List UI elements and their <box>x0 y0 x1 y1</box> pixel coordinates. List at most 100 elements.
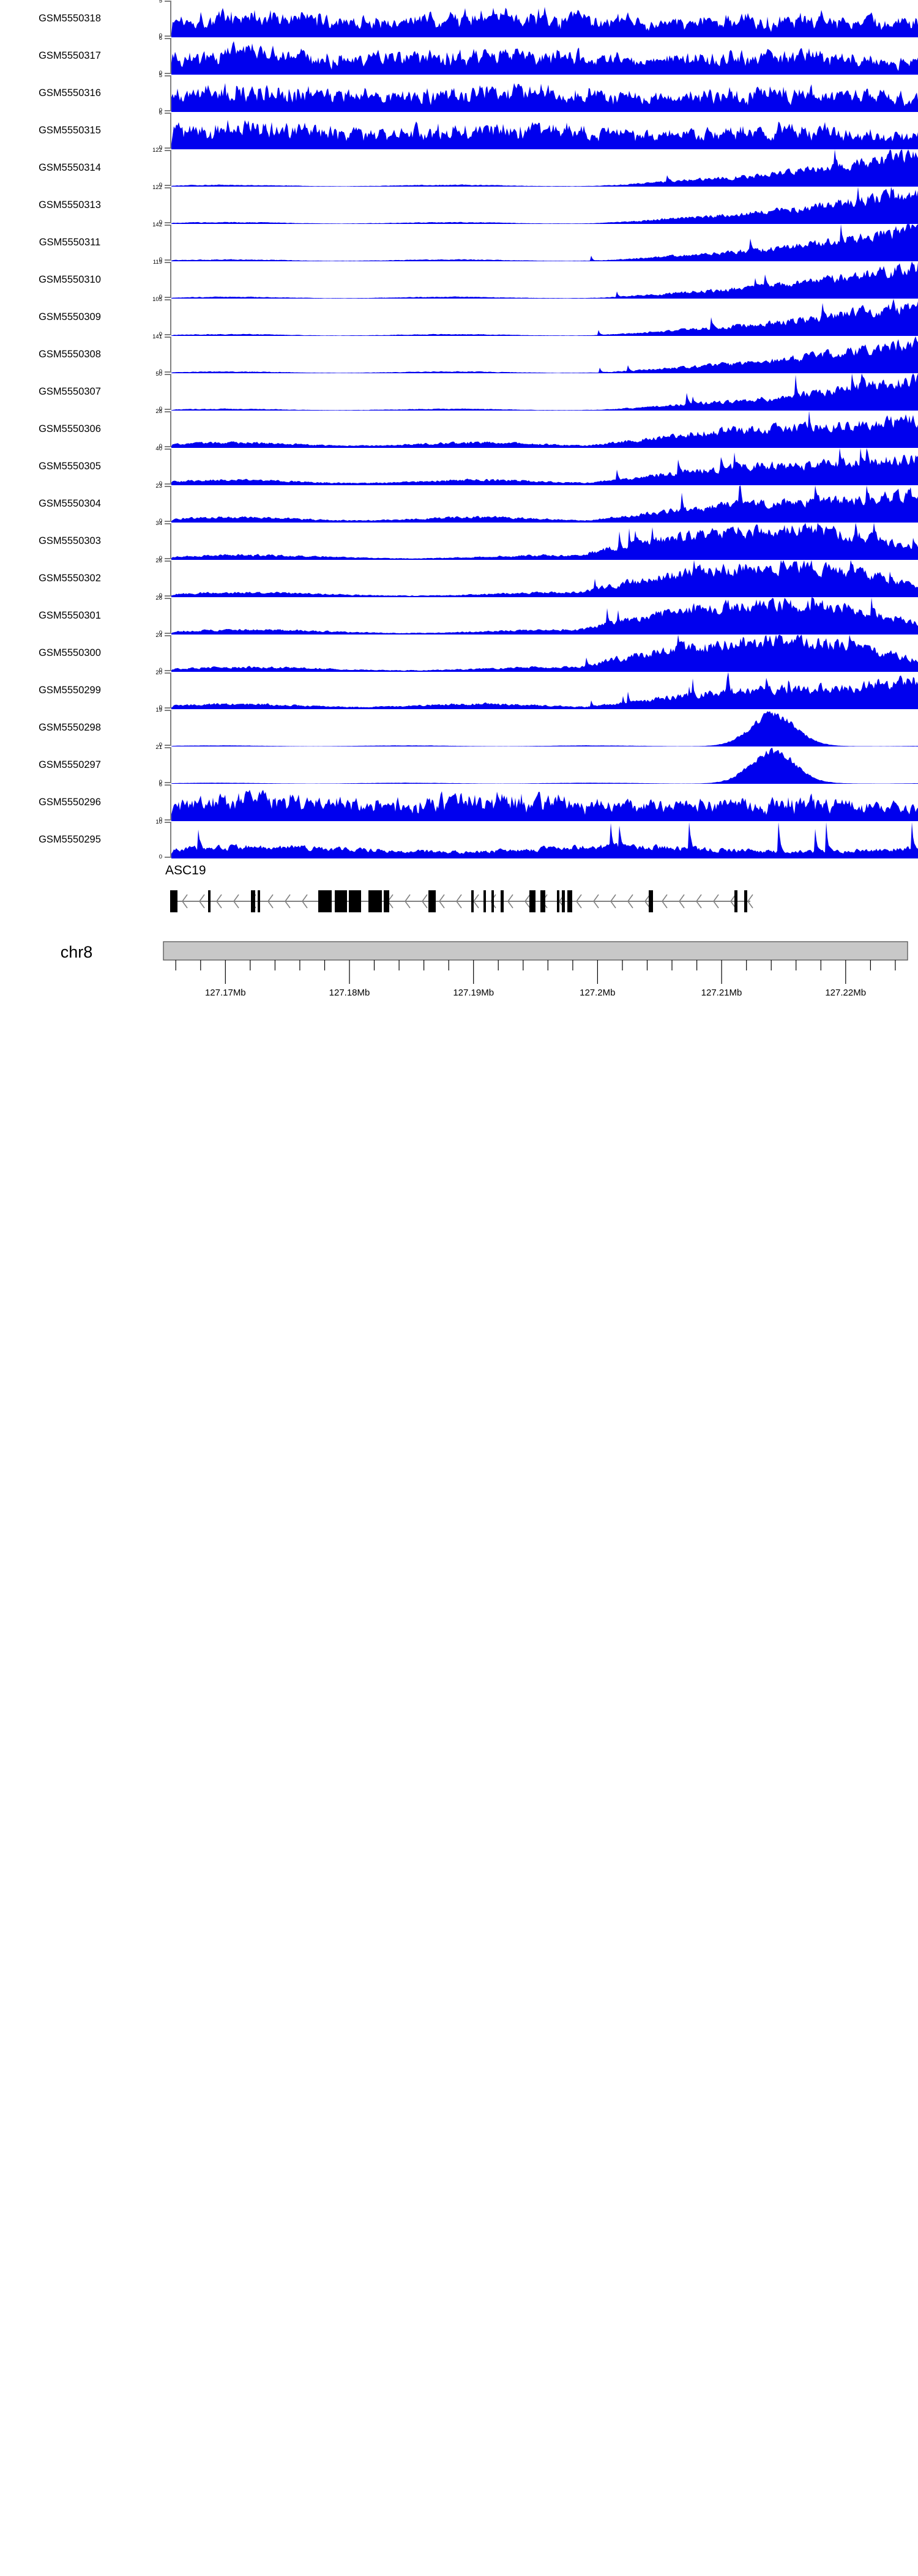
coverage-plot-area[interactable] <box>171 746 918 784</box>
y-axis-min-value: 0 <box>159 406 162 412</box>
exon-box <box>529 890 536 912</box>
coverage-track: GSM5550295 10 0 <box>0 819 918 860</box>
coverage-track: GSM5550309 105 0 <box>0 297 918 338</box>
y-axis-min-value: 0 <box>159 331 162 338</box>
track-label-GSM5550303: GSM5550303 <box>39 535 101 546</box>
coverage-plot-area[interactable] <box>171 821 918 858</box>
coverage-tracks-container: GSM5550318 5 0 GSM5550317 6 0 GSM5550316 5 0 GSM5… <box>0 0 918 860</box>
coverage-track: GSM5550296 6 0 <box>0 782 918 822</box>
y-axis-tick-max <box>165 38 170 39</box>
y-axis-tick-max <box>165 225 170 226</box>
track-y-axis: 141 0 <box>142 333 173 375</box>
y-axis-spine <box>170 225 171 261</box>
y-axis-min-value: 0 <box>159 32 162 39</box>
y-axis-min-value: 0 <box>159 368 162 375</box>
y-axis-tick-min <box>165 297 170 298</box>
y-axis-min-value: 0 <box>159 555 162 562</box>
coverage-plot-area[interactable] <box>171 37 918 75</box>
y-axis-tick-min <box>165 745 170 746</box>
coverage-area <box>171 711 918 746</box>
y-axis-max-value: 119 <box>152 259 162 266</box>
coverage-track: GSM5550313 122 0 <box>0 184 918 225</box>
strand-arrow <box>285 894 291 909</box>
coverage-plot-area[interactable] <box>171 411 918 448</box>
coverage-plot-area[interactable] <box>171 635 918 672</box>
track-y-axis: 28 0 <box>142 409 173 450</box>
coverage-track: GSM5550317 6 0 <box>0 35 918 76</box>
y-axis-max-value: 122 <box>152 184 162 191</box>
coverage-plot-area[interactable] <box>171 112 918 149</box>
coverage-plot-area[interactable] <box>171 299 918 336</box>
track-y-axis: 23 0 <box>142 483 173 524</box>
gene-model[interactable] <box>165 885 900 917</box>
exon-box <box>540 890 545 912</box>
coverage-track: GSM5550301 28 0 <box>0 595 918 636</box>
coverage-area <box>171 411 918 448</box>
gene-annotation-track: ASC19 <box>0 858 918 938</box>
y-axis-spine <box>170 635 171 671</box>
coverage-plot-area[interactable] <box>171 224 918 261</box>
strand-arrow <box>747 894 753 909</box>
track-y-axis: 28 0 <box>142 595 173 636</box>
coverage-track: GSM5550314 122 0 <box>0 147 918 188</box>
coverage-area <box>171 261 918 299</box>
coverage-plot-area[interactable] <box>171 149 918 187</box>
y-axis-tick-min <box>165 259 170 261</box>
y-axis-spine <box>170 150 171 186</box>
y-axis-spine <box>170 411 171 447</box>
y-axis-tick-min <box>165 483 170 485</box>
chromosome-label: chr8 <box>60 943 93 961</box>
track-label-GSM5550301: GSM5550301 <box>39 610 101 621</box>
coverage-plot-area[interactable] <box>171 0 918 37</box>
coverage-track: GSM5550307 50 0 <box>0 371 918 412</box>
y-axis-max-value: 141 <box>152 333 162 340</box>
coverage-area <box>171 485 918 523</box>
coverage-area <box>171 7 918 37</box>
coverage-plot-area[interactable] <box>171 523 918 560</box>
coverage-plot-area[interactable] <box>171 75 918 112</box>
y-axis-min-value: 0 <box>159 144 162 151</box>
y-axis-min-value: 0 <box>159 704 162 711</box>
coverage-plot-area[interactable] <box>171 709 918 746</box>
coverage-plot-area[interactable] <box>171 485 918 523</box>
y-axis-min-value: 0 <box>159 742 162 748</box>
track-label-GSM5550318: GSM5550318 <box>39 13 101 24</box>
coverage-track: GSM5550297 21 0 <box>0 745 918 786</box>
coverage-track: GSM5550310 119 0 <box>0 259 918 300</box>
y-axis-min-value: 0 <box>159 443 162 450</box>
y-axis-spine <box>170 187 171 223</box>
exon-box <box>483 890 486 912</box>
y-axis-min-value: 0 <box>159 667 162 674</box>
coverage-plot-area[interactable] <box>171 373 918 411</box>
coverage-area <box>171 119 918 149</box>
coverage-plot-area[interactable] <box>171 560 918 597</box>
track-y-axis: 19 0 <box>142 707 173 748</box>
coverage-area <box>171 748 918 784</box>
exon-box <box>349 890 361 912</box>
coverage-plot-area[interactable] <box>171 672 918 709</box>
y-axis-tick-min <box>165 110 170 111</box>
y-axis-tick-min <box>165 558 170 559</box>
y-axis-tick-min <box>165 857 170 858</box>
y-axis-max-value: 34 <box>155 520 162 527</box>
coverage-plot-area[interactable] <box>171 187 918 224</box>
track-y-axis: 21 0 <box>142 745 173 786</box>
axis-tick-label: 127.22Mb <box>825 988 867 998</box>
coverage-plot-area[interactable] <box>171 261 918 299</box>
exon-box <box>744 890 747 912</box>
track-label-GSM5550298: GSM5550298 <box>39 722 101 733</box>
axis-tick-label: 127.18Mb <box>329 988 370 998</box>
y-axis-tick-max <box>165 747 170 748</box>
coverage-plot-area[interactable] <box>171 336 918 373</box>
y-axis-tick-max <box>165 784 170 786</box>
genome-coordinate-axis[interactable] <box>156 938 915 1011</box>
y-axis-spine <box>170 374 171 410</box>
coverage-plot-area[interactable] <box>171 784 918 821</box>
coverage-plot-area[interactable] <box>171 448 918 485</box>
y-axis-max-value: 122 <box>152 147 162 154</box>
coverage-plot-area[interactable] <box>171 597 918 635</box>
y-axis-min-value: 0 <box>159 779 162 786</box>
